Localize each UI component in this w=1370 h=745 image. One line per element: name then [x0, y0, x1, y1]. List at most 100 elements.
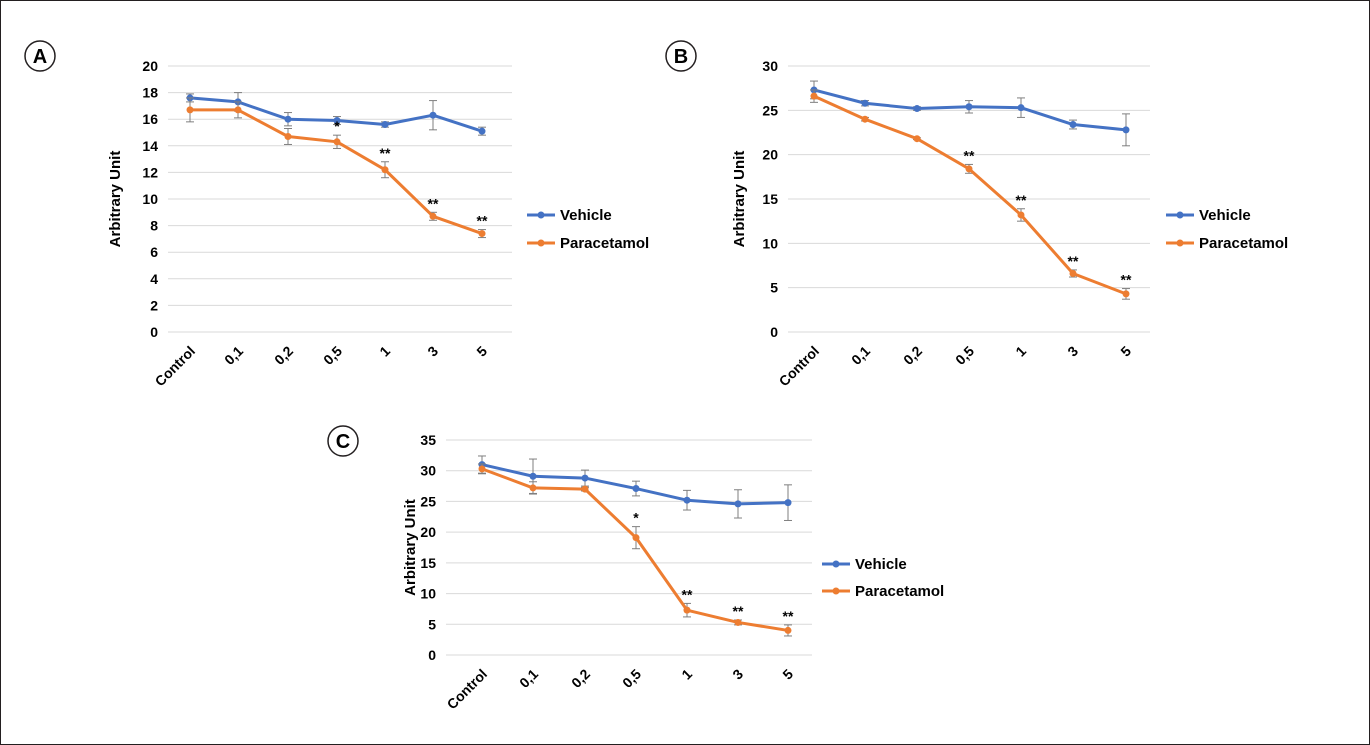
y-axis-title: Arbitrary Unit — [107, 151, 124, 248]
y-axis-title: Arbitrary Unit — [731, 151, 748, 248]
panel-badge — [665, 40, 697, 72]
significance-annotation: ** — [783, 608, 794, 624]
panel-label: A — [33, 46, 47, 68]
significance-annotation: ** — [477, 213, 488, 229]
x-tick-label: Control — [152, 343, 199, 390]
x-tick-label: 5 — [1117, 343, 1134, 360]
data-point-paracetamol — [234, 106, 242, 114]
panel-badge — [24, 40, 56, 72]
significance-annotation: ** — [1016, 192, 1027, 208]
legend-swatch-marker — [537, 211, 545, 219]
y-tick-label: 2 — [150, 297, 158, 313]
x-tick-label: Control — [776, 343, 823, 390]
data-point-vehicle — [529, 472, 537, 480]
data-point-vehicle — [1069, 121, 1077, 129]
y-tick-label: 5 — [770, 280, 778, 296]
y-tick-label: 30 — [420, 463, 436, 479]
y-axis-title: Arbitrary Unit — [402, 499, 419, 596]
legend-label-vehicle: Vehicle — [1199, 207, 1251, 224]
y-tick-label: 6 — [150, 244, 158, 260]
y-tick-label: 15 — [420, 555, 436, 571]
y-tick-label: 5 — [428, 616, 436, 632]
data-point-paracetamol — [965, 165, 973, 173]
significance-annotation: ** — [682, 586, 693, 602]
x-tick-label: 3 — [1064, 343, 1081, 360]
y-tick-label: 0 — [428, 647, 436, 663]
data-point-paracetamol — [186, 106, 194, 114]
data-point-paracetamol — [381, 166, 389, 174]
data-point-vehicle — [1122, 126, 1130, 134]
y-tick-label: 16 — [142, 111, 158, 127]
x-tick-label: 1 — [678, 666, 695, 683]
x-tick-label: 3 — [729, 666, 746, 683]
y-tick-label: 0 — [150, 324, 158, 340]
data-point-paracetamol — [284, 132, 292, 140]
significance-annotation: ** — [1121, 272, 1132, 288]
panel-label: C — [336, 431, 350, 453]
legend-label-paracetamol: Paracetamol — [1199, 235, 1288, 252]
y-tick-label: 20 — [142, 58, 158, 74]
significance-annotation: ** — [1068, 253, 1079, 269]
data-point-vehicle — [784, 499, 792, 507]
y-tick-label: 14 — [142, 138, 158, 154]
data-point-paracetamol — [784, 626, 792, 634]
y-tick-label: 10 — [142, 191, 158, 207]
y-tick-label: 10 — [762, 235, 778, 251]
data-point-vehicle — [429, 111, 437, 119]
y-tick-label: 30 — [762, 58, 778, 74]
significance-annotation: ** — [380, 145, 391, 161]
data-point-paracetamol — [734, 618, 742, 626]
x-tick-label: 0,2 — [900, 343, 925, 368]
data-point-vehicle — [381, 121, 389, 129]
data-point-vehicle — [861, 99, 869, 107]
data-point-paracetamol — [429, 212, 437, 220]
y-tick-label: 25 — [762, 102, 778, 118]
data-point-vehicle — [478, 127, 486, 135]
data-point-paracetamol — [581, 485, 589, 493]
legend-swatch-marker — [832, 587, 840, 595]
y-tick-label: 8 — [150, 218, 158, 234]
y-tick-label: 4 — [150, 271, 158, 287]
significance-annotation: * — [633, 510, 639, 526]
data-point-paracetamol — [810, 92, 818, 100]
data-point-paracetamol — [333, 138, 341, 146]
x-tick-label: 0,1 — [516, 666, 541, 691]
data-point-paracetamol — [1069, 269, 1077, 277]
y-tick-label: 35 — [420, 432, 436, 448]
x-tick-label: 0,2 — [568, 666, 593, 691]
y-tick-label: 15 — [762, 191, 778, 207]
data-point-paracetamol — [478, 230, 486, 238]
data-point-paracetamol — [683, 606, 691, 614]
data-point-vehicle — [734, 500, 742, 508]
data-point-vehicle — [284, 115, 292, 123]
x-tick-label: 5 — [473, 343, 490, 360]
data-point-paracetamol — [1017, 211, 1025, 219]
legend-label-paracetamol: Paracetamol — [560, 235, 649, 252]
x-tick-label: 3 — [424, 343, 441, 360]
y-tick-label: 12 — [142, 164, 158, 180]
x-tick-label: 0,5 — [952, 343, 977, 368]
y-tick-label: 10 — [420, 586, 436, 602]
legend-label-vehicle: Vehicle — [855, 556, 907, 573]
data-point-vehicle — [581, 474, 589, 482]
significance-annotation: ** — [733, 603, 744, 619]
x-tick-label: 0,5 — [320, 343, 345, 368]
data-point-paracetamol — [1122, 290, 1130, 298]
y-tick-label: 25 — [420, 493, 436, 509]
legend-swatch-marker — [1176, 239, 1184, 247]
data-point-vehicle — [1017, 104, 1025, 112]
y-tick-label: 20 — [762, 147, 778, 163]
y-tick-label: 20 — [420, 524, 436, 540]
legend-label-vehicle: Vehicle — [560, 207, 612, 224]
data-point-vehicle — [965, 103, 973, 111]
data-point-vehicle — [683, 496, 691, 504]
x-tick-label: 1 — [1012, 343, 1029, 360]
y-tick-label: 0 — [770, 324, 778, 340]
chart-panel-a: 0 2 4 6 8 10 12 14 16 18 20 Arbitrary Unit Control 0,… — [24, 40, 649, 390]
data-point-vehicle — [913, 105, 921, 113]
y-tick-label: 18 — [142, 85, 158, 101]
legend-label-paracetamol: Paracetamol — [855, 583, 944, 600]
